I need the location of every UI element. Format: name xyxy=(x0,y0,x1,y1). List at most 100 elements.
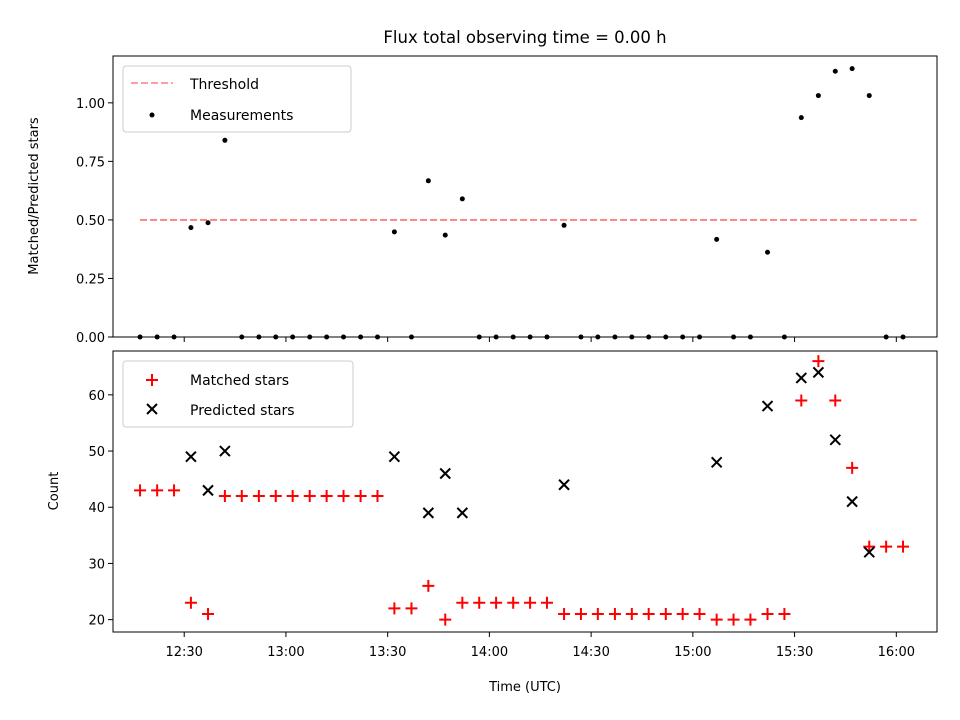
measurement-point xyxy=(866,93,872,99)
y-tick-label: 0.00 xyxy=(76,331,105,346)
measurement-point xyxy=(391,229,397,235)
matched-star-point xyxy=(659,608,672,621)
star-count-panel: 20 30 40 50 60 12:30 13:00 13:30 14:00 14:30 15:0… xyxy=(47,350,938,695)
matched-star-point xyxy=(591,608,604,621)
matched-star-point xyxy=(693,608,706,621)
matched-star-point xyxy=(151,484,164,497)
x-tick-label: 15:00 xyxy=(674,645,711,660)
matched-star-point xyxy=(303,489,316,502)
matched-star-point xyxy=(405,602,418,615)
legend-matched-swatch xyxy=(146,374,158,386)
predicted-star-point xyxy=(558,479,570,491)
matched-star-point xyxy=(727,613,740,626)
legend-predicted-label: Predicted stars xyxy=(190,403,295,419)
measurement-point xyxy=(425,178,431,184)
matched-star-point xyxy=(439,613,452,626)
bottom-legend: Matched stars Predicted stars xyxy=(122,360,354,428)
top-chart-title: Flux total observing time = 0.00 h xyxy=(383,28,666,47)
measurement-point xyxy=(832,68,838,74)
matched-star-point xyxy=(812,355,825,368)
matched-star-point xyxy=(286,489,299,502)
legend-measurements-swatch xyxy=(149,112,155,118)
matched-star-point xyxy=(710,613,723,626)
matched-star-point xyxy=(540,596,553,609)
matched-star-point xyxy=(863,540,876,553)
matched-star-point xyxy=(422,579,435,592)
matched-star-point xyxy=(388,602,401,615)
x-axis-label: Time (UTC) xyxy=(488,680,561,695)
predicted-star-point xyxy=(795,372,808,384)
predicted-star-point xyxy=(388,450,401,463)
top-legend: Threshold Measurements xyxy=(122,65,352,133)
matched-star-point xyxy=(574,608,587,621)
predicted-star-point xyxy=(439,467,451,480)
x-tick-label: 14:00 xyxy=(471,645,508,660)
matched-star-point xyxy=(168,484,181,497)
matched-star-point xyxy=(473,596,486,609)
predicted-star-point xyxy=(829,434,841,446)
predicted-star-point xyxy=(812,366,825,379)
top-axes-frame xyxy=(112,55,938,338)
matched-star-point xyxy=(880,540,893,553)
matched-star-point xyxy=(337,489,350,502)
measurement-point xyxy=(222,137,228,143)
legend-predicted-swatch xyxy=(146,403,158,415)
matched-star-point xyxy=(778,608,791,621)
predicted-star-point xyxy=(422,507,435,519)
matched-star-point xyxy=(608,608,621,621)
measurement-point xyxy=(188,225,194,231)
matched-star-point xyxy=(524,596,537,609)
predicted-star-point xyxy=(846,495,858,508)
matched-star-point xyxy=(490,596,503,609)
matched-star-point xyxy=(218,489,231,502)
matched-star-point xyxy=(625,608,638,621)
x-tick-label: 15:30 xyxy=(776,645,813,660)
legend-threshold-label: Threshold xyxy=(189,77,259,93)
y-tick-label: 60 xyxy=(88,389,105,404)
measurement-point xyxy=(815,93,821,99)
legend-matched-label: Matched stars xyxy=(190,373,289,389)
y-tick-label: 0.75 xyxy=(76,155,105,170)
legend-measurements-label: Measurements xyxy=(190,108,293,124)
bottom-y-axis-label: Count xyxy=(47,472,62,511)
matched-star-point xyxy=(252,489,265,502)
matched-star-point xyxy=(456,596,469,609)
predicted-star-point xyxy=(219,445,231,457)
y-tick-label: 1.00 xyxy=(76,97,105,112)
matched-star-point xyxy=(761,608,774,621)
x-tick-label: 12:30 xyxy=(165,645,202,660)
matched-star-point xyxy=(846,461,859,474)
matched-star-point xyxy=(134,484,147,497)
top-y-axis-label: Matched/Predicted stars xyxy=(27,117,42,275)
matched-star-point xyxy=(184,596,197,609)
predicted-star-point xyxy=(202,484,214,497)
x-tick-label: 14:30 xyxy=(572,645,609,660)
measurement-point xyxy=(765,249,771,255)
predicted-star-point xyxy=(710,456,723,468)
measurement-point xyxy=(442,232,448,238)
x-tick-label: 13:30 xyxy=(369,645,406,660)
matched-star-point xyxy=(744,613,757,626)
y-tick-label: 30 xyxy=(88,557,105,572)
y-tick-label: 40 xyxy=(88,501,105,516)
matched-star-point xyxy=(558,608,571,621)
y-tick-label: 20 xyxy=(88,614,105,629)
matched-star-point xyxy=(795,394,808,407)
measurement-point xyxy=(714,236,720,242)
y-tick-label: 0.50 xyxy=(76,214,105,229)
matched-star-point xyxy=(676,608,689,621)
matched-star-point xyxy=(642,608,655,621)
matched-star-point xyxy=(202,608,215,621)
matched-star-point xyxy=(897,540,910,553)
measurement-point xyxy=(798,115,804,121)
predicted-star-point xyxy=(456,507,469,519)
matched-star-point xyxy=(371,489,384,502)
matched-star-point xyxy=(829,394,842,407)
matched-star-point xyxy=(507,596,520,609)
y-tick-label: 50 xyxy=(88,445,105,460)
x-tick-label: 16:00 xyxy=(878,645,915,660)
x-tick-label: 13:00 xyxy=(267,645,304,660)
predicted-star-point xyxy=(761,400,774,412)
predicted-star-point xyxy=(863,546,875,558)
